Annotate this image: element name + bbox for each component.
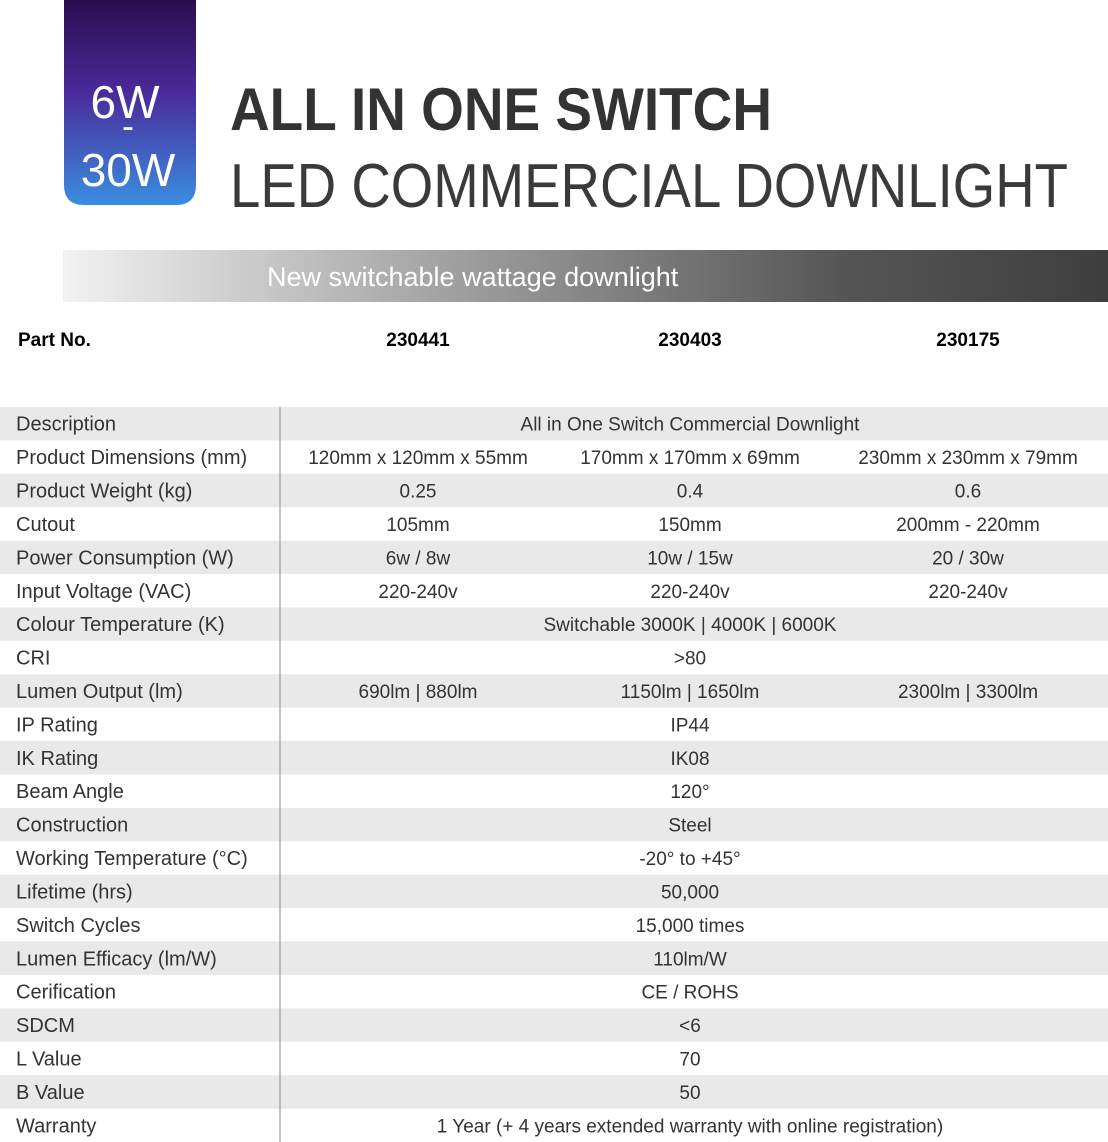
row-shade (0, 741, 1108, 775)
cell-value: 0.6 (955, 482, 981, 503)
cell-value: 0.25 (400, 482, 437, 503)
cell-value: 1150lm | 1650lm (621, 682, 760, 703)
cell-value: IP44 (670, 715, 710, 736)
row-label: L Value (16, 1048, 82, 1070)
cell-value: 220-240v (378, 582, 458, 603)
title: ALL IN ONE SWITCH (230, 76, 772, 143)
cell-value: 50,000 (661, 882, 719, 903)
row-label: B Value (16, 1082, 85, 1104)
cell-value: 220-240v (928, 582, 1008, 603)
row-shade (0, 874, 1108, 909)
row-label: Product Dimensions (mm) (16, 447, 247, 469)
row-label: Input Voltage (VAC) (16, 581, 191, 603)
row-shade (0, 607, 1108, 641)
cell-value: 1 Year (+ 4 years extended warranty with… (437, 1116, 943, 1137)
badge-bottom: 30W (81, 144, 176, 196)
row-label: Lifetime (hrs) (16, 881, 133, 903)
row-label: Description (16, 414, 116, 436)
cell-value: 120° (670, 782, 709, 803)
row-label: Cutout (16, 514, 75, 536)
cell-value: -20° to +45° (639, 849, 740, 870)
row-label: Construction (16, 815, 128, 837)
badge-top: 6W (91, 76, 161, 128)
row-shade (0, 540, 1108, 575)
cell-value: 50 (679, 1083, 700, 1104)
cell-value: All in One Switch Commercial Downlight (521, 415, 861, 436)
banner-text: New switchable wattage downlight (267, 262, 679, 292)
cell-value: 220-240v (650, 582, 730, 603)
cell-value: 20 / 30w (932, 548, 1004, 569)
row-label: Colour Temperature (K) (16, 614, 225, 636)
cell-value: IK08 (670, 749, 709, 770)
cell-value: >80 (674, 649, 706, 670)
part-number: 230441 (386, 330, 450, 351)
cell-value: 70 (679, 1049, 700, 1070)
row-shade (0, 674, 1108, 708)
cell-value: 15,000 times (636, 916, 745, 937)
cell-value: 110lm/W (653, 949, 727, 970)
banner (63, 250, 1108, 302)
cell-value: 690lm | 880lm (359, 682, 478, 703)
cell-value: 200mm - 220mm (896, 515, 1040, 536)
row-label: Beam Angle (16, 781, 124, 803)
subtitle: LED COMMERCIAL DOWNLIGHT (230, 152, 1068, 221)
cell-value: 150mm (658, 515, 721, 536)
row-label: Warranty (16, 1115, 96, 1137)
row-label: SDCM (16, 1015, 75, 1037)
row-label: CRI (16, 648, 50, 670)
row-label: Lumen Output (lm) (16, 681, 183, 703)
row-label: Power Consumption (W) (16, 547, 234, 569)
cell-value: <6 (679, 1016, 701, 1037)
part-number: 230403 (658, 330, 721, 351)
row-label: Product Weight (kg) (16, 481, 192, 503)
head-label: Part No. (18, 330, 91, 351)
row-label: Cerification (16, 982, 116, 1004)
badge-dash: - (122, 105, 134, 146)
cell-value: 120mm x 120mm x 55mm (308, 448, 528, 469)
row-label: IP Rating (16, 714, 98, 736)
row-shade (0, 407, 1108, 441)
cell-value: CE / ROHS (641, 983, 738, 1004)
cell-value: 6w / 8w (386, 548, 451, 569)
cell-value: 10w / 15w (647, 548, 733, 569)
spec-table: Part No. 230441 230403 230175 Description All… (0, 330, 1108, 1142)
cell-value: 105mm (386, 515, 449, 536)
badge (64, 0, 196, 205)
cell-value: 170mm x 170mm x 69mm (580, 448, 800, 469)
part-number: 230175 (936, 330, 1000, 351)
cell-value: 230mm x 230mm x 79mm (858, 448, 1078, 469)
row-shade (0, 473, 1108, 508)
row-shade (0, 807, 1108, 842)
row-shade (0, 1075, 1108, 1109)
cell-value: 0.4 (677, 482, 704, 503)
row-label: Lumen Efficacy (lm/W) (16, 948, 217, 970)
row-label: IK Rating (16, 748, 98, 770)
row-shade (0, 1008, 1108, 1042)
cell-value: Switchable 3000K | 4000K | 6000K (544, 615, 837, 636)
row-label: Switch Cycles (16, 915, 140, 937)
cell-value: 2300lm | 3300lm (898, 682, 1038, 703)
row-label: Working Temperature (°C) (16, 848, 248, 870)
cell-value: Steel (668, 816, 711, 837)
row-shade (0, 941, 1108, 975)
